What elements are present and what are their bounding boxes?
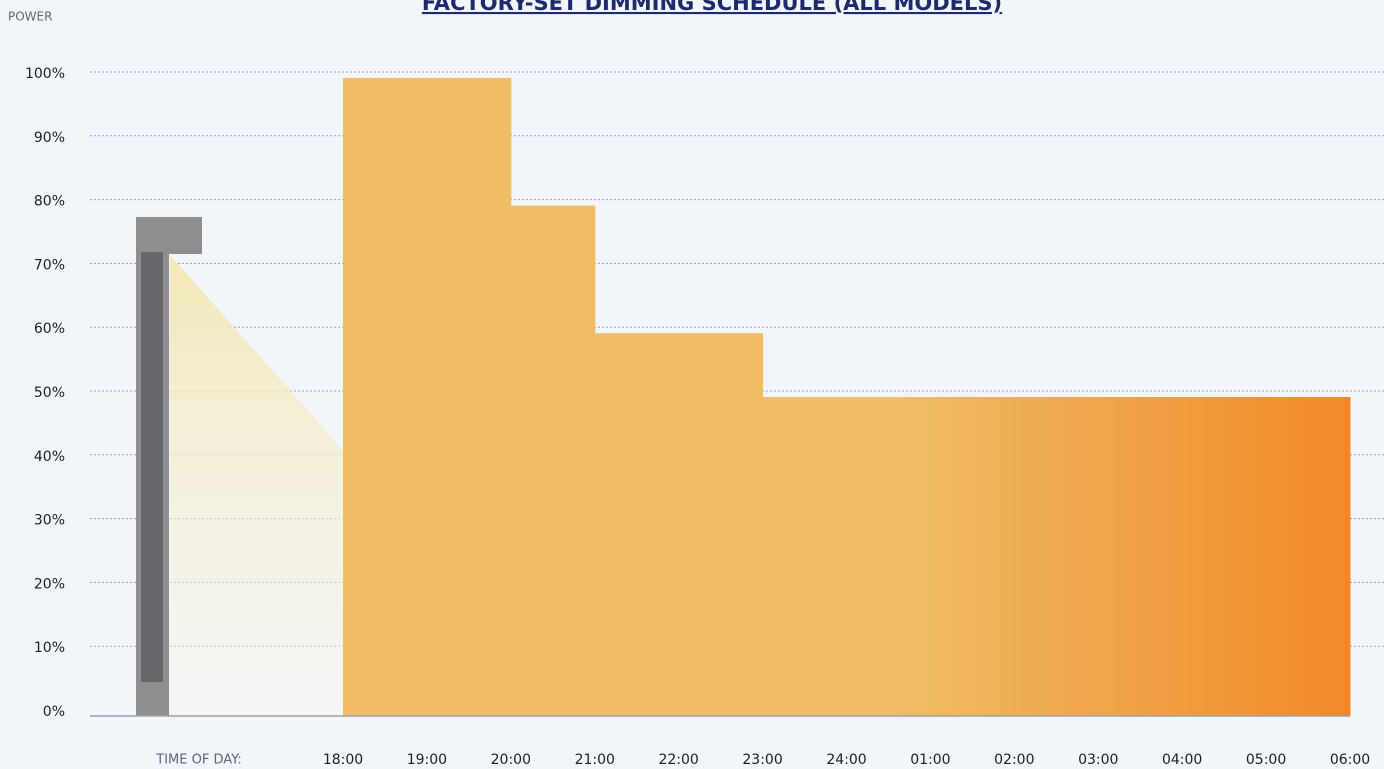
x-tick-label: 03:00 bbox=[1078, 752, 1118, 768]
y-axis-label: POWER bbox=[8, 10, 52, 24]
lamp-light bbox=[170, 255, 343, 716]
step-segment bbox=[1014, 397, 1099, 716]
y-tick-label: 50% bbox=[34, 385, 65, 401]
y-tick-label: 0% bbox=[43, 704, 65, 720]
step-segment bbox=[1098, 397, 1183, 716]
step-segment bbox=[762, 397, 847, 716]
y-tick-label: 80% bbox=[34, 194, 65, 210]
x-axis-label: TIME OF DAY: bbox=[155, 753, 241, 768]
step-segment bbox=[1266, 397, 1351, 716]
y-tick-label: 90% bbox=[34, 130, 65, 146]
y-tick-label: 100% bbox=[25, 66, 65, 82]
step-segment bbox=[510, 205, 596, 716]
chart-title: FACTORY-SET DIMMING SCHEDULE (ALL MODELS… bbox=[422, 0, 1002, 15]
x-tick-label: 06:00 bbox=[1330, 752, 1370, 768]
x-tick-label: 21:00 bbox=[575, 752, 615, 768]
y-tick-label: 70% bbox=[34, 257, 65, 273]
y-tick-label: 10% bbox=[34, 640, 65, 656]
y-tick-label: 20% bbox=[34, 576, 65, 592]
x-tick-label: 02:00 bbox=[994, 752, 1034, 768]
x-tick-label: 24:00 bbox=[826, 752, 866, 768]
step-segment bbox=[678, 333, 764, 716]
x-tick-label: 19:00 bbox=[407, 752, 447, 768]
x-tick-label: 18:00 bbox=[323, 752, 363, 768]
lamp-pole-shade bbox=[141, 252, 163, 682]
y-tick-label: 30% bbox=[34, 513, 65, 529]
y-tick-label: 40% bbox=[34, 449, 65, 465]
lamp-arm bbox=[136, 217, 202, 254]
y-tick-label: 60% bbox=[34, 321, 65, 337]
x-tick-label: 23:00 bbox=[742, 752, 782, 768]
x-tick-label: 22:00 bbox=[658, 752, 698, 768]
step-segment bbox=[343, 78, 428, 716]
step-segment bbox=[426, 78, 512, 716]
x-tick-label: 01:00 bbox=[910, 752, 950, 768]
step-segment bbox=[846, 397, 931, 716]
x-tick-label: 05:00 bbox=[1246, 752, 1286, 768]
step-segment bbox=[930, 397, 1015, 716]
x-tick-label: 20:00 bbox=[491, 752, 531, 768]
step-segment bbox=[594, 333, 680, 716]
x-tick-label: 04:00 bbox=[1162, 752, 1202, 768]
step-segment bbox=[1182, 397, 1267, 716]
